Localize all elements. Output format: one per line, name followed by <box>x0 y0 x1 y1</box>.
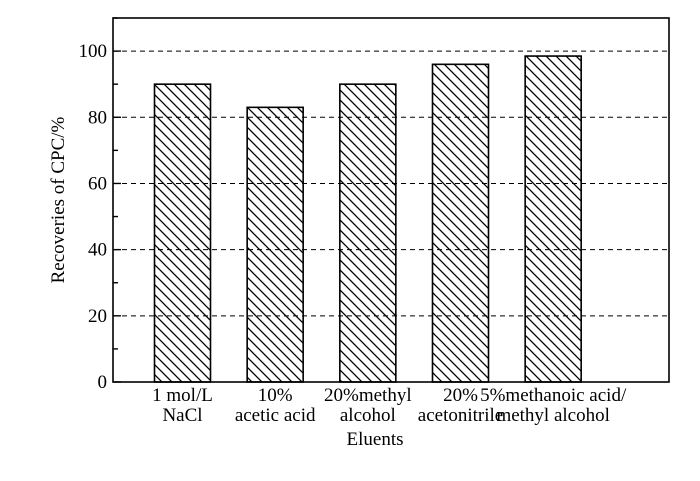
x-category-label: methyl alcohol <box>496 405 609 426</box>
x-category-label: 20% <box>443 385 478 406</box>
y-tick-label: 40 <box>88 240 107 261</box>
x-category-label: 5%methanoic acid/ <box>480 385 627 406</box>
x-category-label: acetic acid <box>235 405 316 426</box>
bar <box>431 63 490 383</box>
y-axis-ticks: 0 20 40 60 80 100 <box>79 17 121 393</box>
x-category-label: 10% <box>258 385 293 406</box>
y-tick-label: 80 <box>88 107 107 128</box>
plot-area-frame <box>112 17 670 383</box>
x-category-label: NaCl <box>162 405 202 426</box>
x-category-label: acetonitrile <box>418 405 503 426</box>
y-tick-label: 0 <box>98 372 108 393</box>
bars <box>153 55 582 383</box>
y-tick-label: 20 <box>88 306 107 327</box>
x-axis-title: Eluents <box>347 429 404 450</box>
x-category-label: 1 mol/L <box>152 385 213 406</box>
y-tick-label: 100 <box>79 41 108 62</box>
y-axis-title: Recoveries of CPC/% <box>48 116 69 283</box>
y-tick-label: 60 <box>88 173 107 194</box>
bar <box>524 55 582 383</box>
bar <box>246 106 304 383</box>
bar <box>339 83 397 383</box>
bar <box>153 83 212 383</box>
x-category-label: 20%methyl <box>324 385 412 406</box>
x-category-label: alcohol <box>340 405 396 426</box>
